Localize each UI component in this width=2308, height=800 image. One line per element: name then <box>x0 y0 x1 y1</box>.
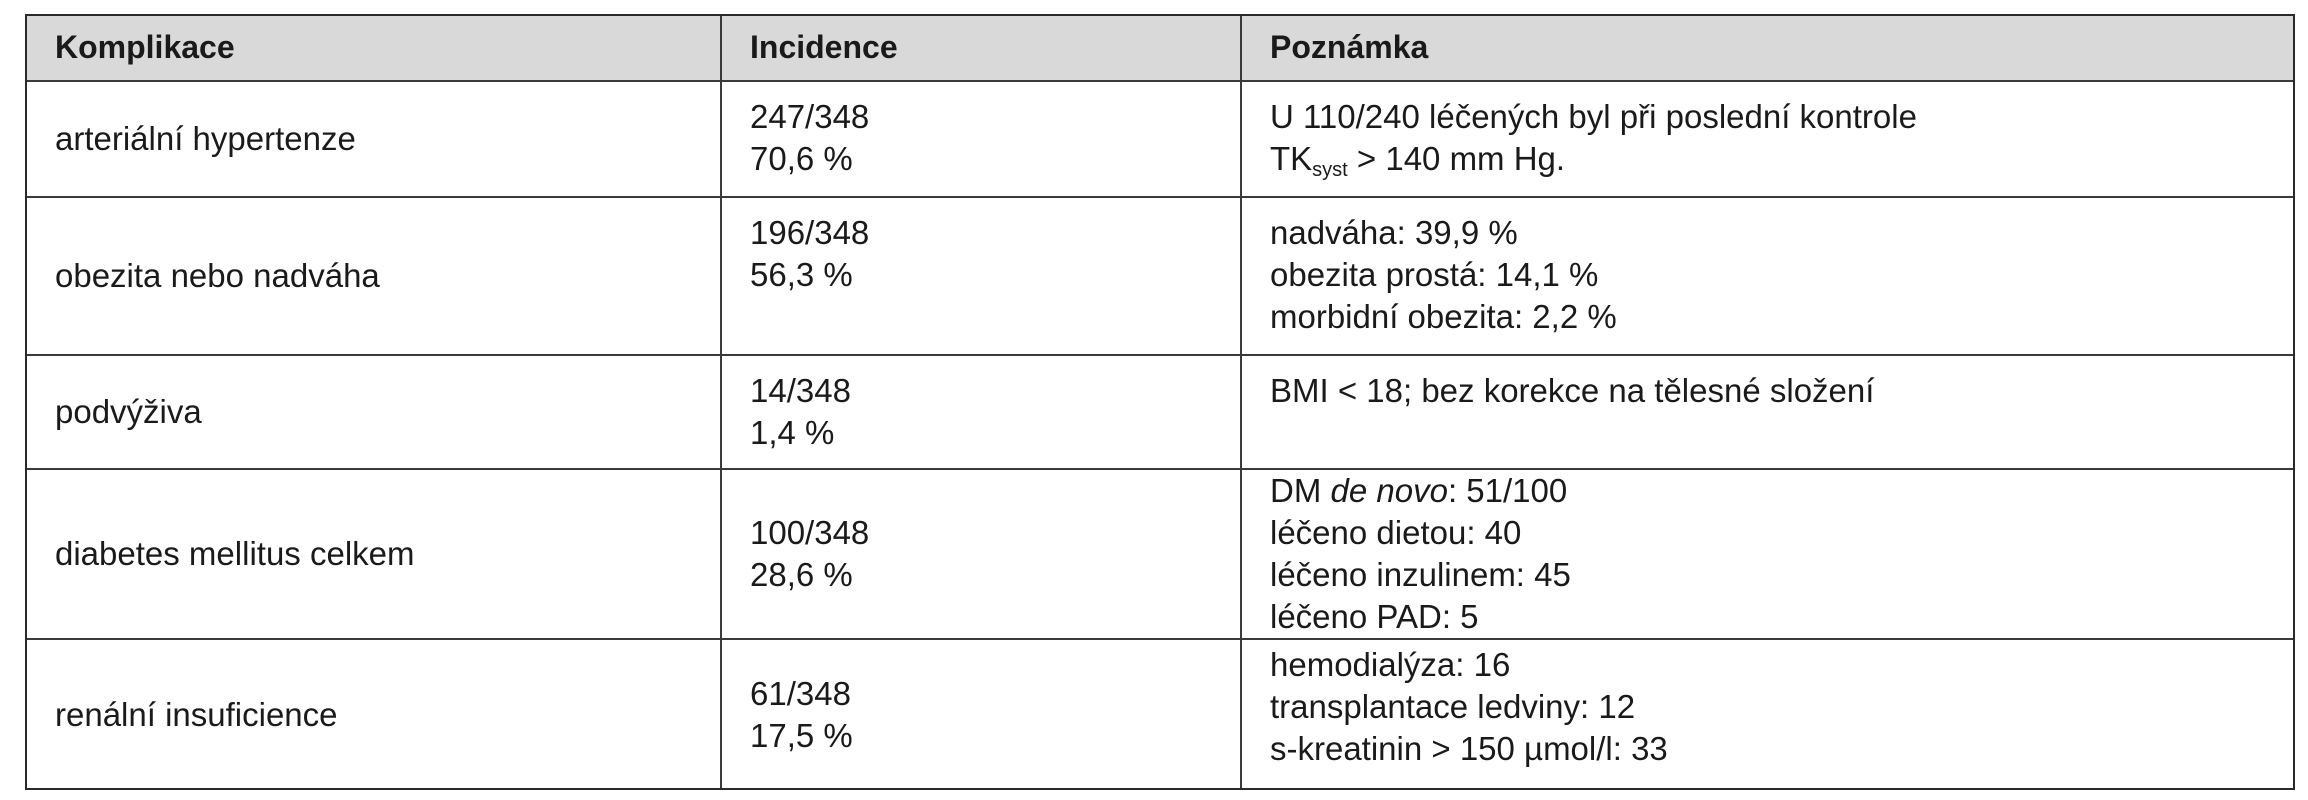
row-2-komplikace: obezita nebo nadváha <box>55 257 380 294</box>
row-4-incidence: 100/348 28,6 % <box>750 514 870 593</box>
row-1-komplikace: arteriální hypertenze <box>55 120 356 157</box>
row-1-incidence: 247/348 70,6 % <box>750 98 870 177</box>
row-4-poznamka: DM de novo: 51/100 léčeno dietou: 40 léč… <box>1270 472 1571 635</box>
row-3-komplikace: podvýživa <box>55 393 202 430</box>
table-border <box>25 14 2295 790</box>
header-poznamka: Poznámka <box>1240 14 2295 80</box>
row-5-incidence: 61/348 17,5 % <box>750 675 853 754</box>
row-5-poznamka: hemodialýza: 16 transplantace ledviny: 1… <box>1270 646 1668 767</box>
row-divider <box>25 80 2295 82</box>
complications-table: Komplikace Incidence Poznámka arteriální… <box>25 14 2295 790</box>
column-divider <box>1240 14 1242 790</box>
column-divider <box>720 14 722 790</box>
header-komplikace: Komplikace <box>25 14 720 80</box>
row-5-komplikace: renální insuficience <box>55 696 338 733</box>
row-4-komplikace: diabetes mellitus celkem <box>55 535 415 572</box>
row-divider <box>25 638 2295 640</box>
row-divider <box>25 354 2295 356</box>
row-divider <box>25 468 2295 470</box>
row-3-incidence: 14/348 1,4 % <box>750 372 851 451</box>
header-incidence: Incidence <box>720 14 1240 80</box>
row-2-incidence: 196/348 56,3 % <box>750 214 870 293</box>
row-1-poznamka: U 110/240 léčených byl při poslední kont… <box>1270 98 1917 181</box>
row-2-poznamka: nadváha: 39,9 % obezita prostá: 14,1 % m… <box>1270 214 1617 335</box>
row-divider <box>25 196 2295 198</box>
row-3-poznamka: BMI < 18; bez korekce na tělesné složení <box>1270 372 1875 409</box>
